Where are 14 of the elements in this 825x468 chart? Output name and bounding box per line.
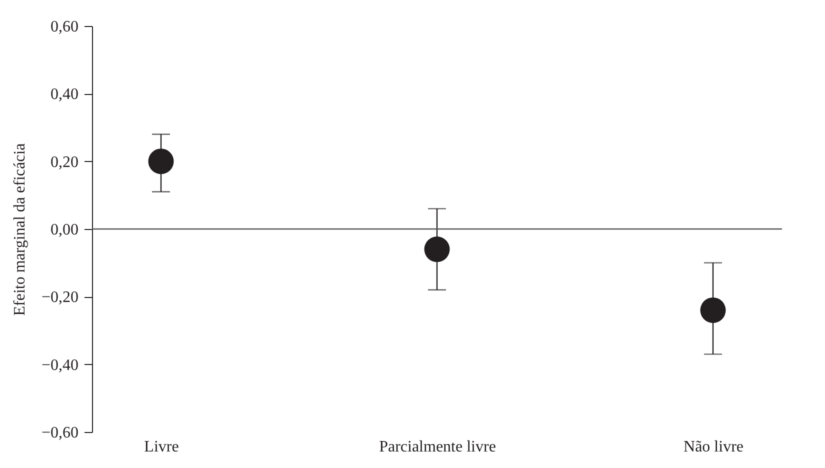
- y-tick-label: 0,00: [50, 222, 78, 238]
- point: [700, 297, 726, 323]
- x-tick-label: Parcialmente livre: [379, 438, 496, 456]
- y-axis-title: Efeito marginal da eficácia: [11, 143, 28, 316]
- y-tick-label: −0,40: [41, 356, 78, 374]
- point: [424, 236, 450, 262]
- y-tick-label: 0,60: [50, 18, 78, 36]
- y-tick-label: −0,60: [41, 424, 78, 442]
- y-tick-label: 0,20: [50, 154, 78, 171]
- y-tick-label: 0,40: [50, 86, 78, 104]
- y-tick-label: −0,20: [41, 289, 78, 306]
- x-tick-label: Livre: [144, 438, 179, 456]
- x-tick-label: Não livre: [684, 438, 744, 456]
- point: [148, 148, 174, 174]
